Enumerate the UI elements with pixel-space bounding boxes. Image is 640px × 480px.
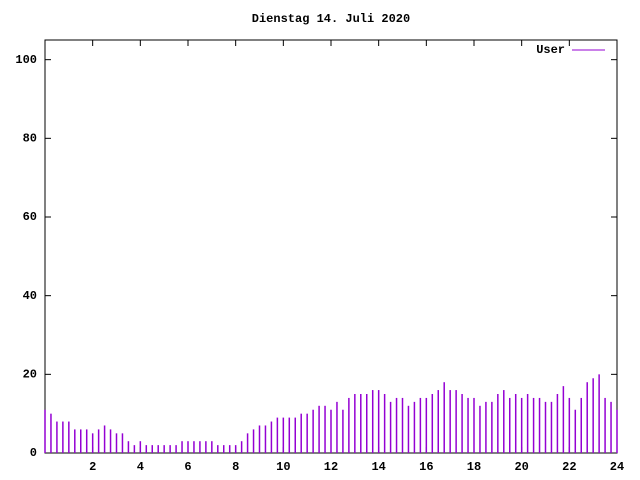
y-tick-label: 60 xyxy=(23,210,37,224)
x-tick-label: 8 xyxy=(232,460,239,474)
chart-title: Dienstag 14. Juli 2020 xyxy=(252,12,410,26)
x-tick-label: 16 xyxy=(419,460,433,474)
y-tick-label: 20 xyxy=(23,368,37,382)
x-tick-label: 4 xyxy=(137,460,144,474)
y-tick-label: 40 xyxy=(23,289,37,303)
x-tick-label: 10 xyxy=(276,460,290,474)
x-tick-label: 18 xyxy=(467,460,481,474)
x-tick-label: 14 xyxy=(371,460,385,474)
y-tick-label: 100 xyxy=(15,53,37,67)
y-tick-label: 80 xyxy=(23,132,37,146)
x-tick-label: 20 xyxy=(514,460,528,474)
x-tick-label: 22 xyxy=(562,460,576,474)
x-tick-label: 24 xyxy=(610,460,624,474)
plot-frame xyxy=(44,39,618,454)
x-tick-label: 6 xyxy=(184,460,191,474)
legend-label: User xyxy=(536,43,565,57)
y-tick-label: 0 xyxy=(30,446,37,460)
x-tick-label: 12 xyxy=(324,460,338,474)
x-tick-label: 2 xyxy=(89,460,96,474)
